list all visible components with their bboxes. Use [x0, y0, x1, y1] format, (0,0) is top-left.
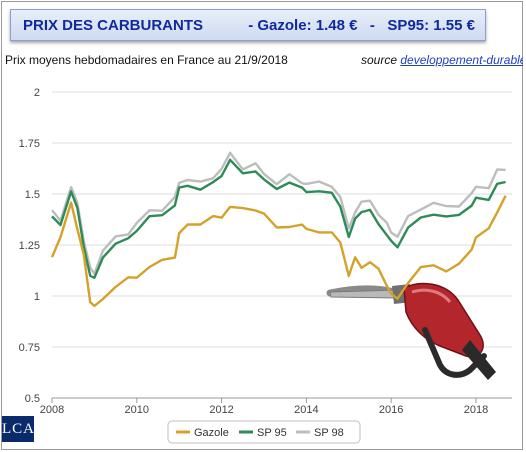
price-summary: - Gazole: 1.48 € - SP95: 1.55 €: [248, 17, 475, 34]
legend: Gazole SP 95 SP 98: [167, 420, 361, 444]
x-tick-label: 2008: [40, 404, 64, 416]
y-tick-label: 2: [34, 87, 40, 99]
x-tick-label: 2014: [294, 404, 318, 416]
legend-label[interactable]: Gazole: [194, 427, 229, 439]
y-tick-label: 1.75: [19, 138, 40, 150]
data-series: [50, 151, 507, 308]
x-tick-label: 2010: [125, 404, 149, 416]
y-tick-label: 0.75: [19, 342, 40, 354]
source-link[interactable]: developpement-durable: [400, 53, 523, 67]
nozzle-trigger: [422, 327, 487, 378]
fuel-pump-nozzle-illustration: [326, 282, 496, 380]
source-label: source: [361, 53, 398, 67]
y-tick-label: 0.5: [25, 393, 40, 405]
series-line-sp-95: [51, 158, 506, 279]
gridlines: [52, 91, 512, 399]
x-tick-label: 2016: [379, 404, 403, 416]
chart-subtitle: Prix moyens hebdomadaires en France au 2…: [5, 53, 288, 67]
nozzle-body: [403, 282, 484, 358]
series-line-sp-98: [51, 151, 506, 275]
source-note: source developpement-durable: [361, 53, 523, 67]
legend-box: [167, 420, 361, 444]
y-tick-label: 1: [34, 291, 40, 303]
nozzle-highlight: [411, 288, 452, 304]
title-banner: PRIX DES CARBURANTS - Gazole: 1.48 € - S…: [10, 9, 486, 41]
nozzle-handle-base: [462, 340, 496, 380]
legend-label[interactable]: SP 98: [314, 427, 344, 439]
y-tick-label: 1.25: [19, 240, 40, 252]
chart-title: PRIX DES CARBURANTS: [23, 17, 204, 34]
legend-label[interactable]: SP 95: [257, 427, 287, 439]
axes: 0.5 0.75 1 1.25 1.5 1.75 2 2008 2010 2012 2014 2016…: [19, 87, 512, 416]
x-tick-label: 2012: [209, 404, 233, 416]
series-line-gazole: [50, 195, 507, 308]
lca-logo: LCA: [2, 416, 34, 442]
y-tick-label: 1.5: [25, 189, 40, 201]
x-tick-label: 2018: [464, 404, 488, 416]
